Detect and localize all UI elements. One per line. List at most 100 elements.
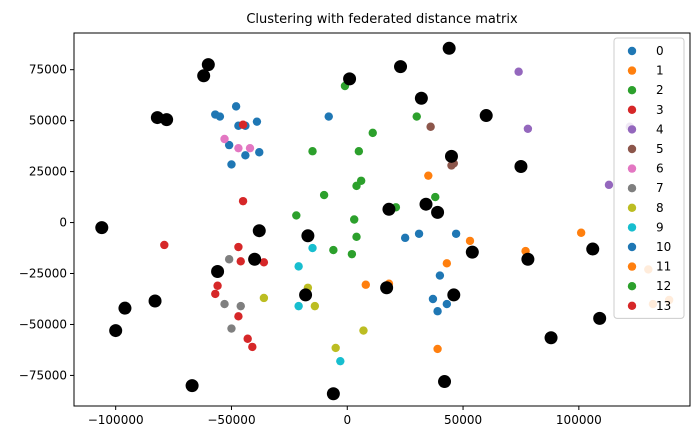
data-point-series-0 [231, 102, 241, 111]
axis-ticks: −100000 −50000 0 50000 100000 −75000 −50000 −25… [19, 63, 602, 427]
cluster-center-point [185, 379, 199, 393]
series-10 [400, 229, 461, 316]
series-7 [220, 255, 245, 333]
data-point-series-2 [368, 128, 377, 138]
legend-label: 5 [656, 142, 664, 156]
cluster-center-point [211, 264, 225, 278]
cluster-center-point [197, 69, 211, 83]
data-point-series-3 [236, 257, 245, 266]
chart-title: Clustering with federated distance matri… [246, 12, 518, 27]
data-point-series-9 [294, 262, 303, 271]
data-point-series-7 [236, 301, 245, 311]
cluster-center-point [419, 197, 433, 211]
data-point-series-1 [465, 236, 475, 246]
series-3 [160, 120, 269, 352]
cluster-center-point [160, 113, 174, 127]
data-point-series-4 [523, 124, 533, 133]
data-point-series-7 [227, 324, 236, 333]
x-tick-label: 0 [343, 413, 351, 427]
data-point-series-2 [329, 245, 338, 255]
legend-marker [627, 86, 637, 95]
cluster-center-point [343, 72, 357, 86]
legend-marker [627, 105, 637, 115]
legend-label: 3 [656, 103, 664, 117]
legend-marker [627, 66, 637, 75]
legend-label: 7 [656, 181, 664, 195]
data-point-series-8 [359, 326, 368, 335]
x-tick-label: −50000 [207, 413, 255, 427]
legend-label: 1 [656, 64, 664, 78]
cluster-center-point [593, 311, 607, 325]
data-point-series-3 [259, 258, 269, 267]
data-point-series-2 [308, 147, 317, 156]
data-point-series-3 [211, 289, 220, 299]
data-point-series-3 [160, 240, 169, 250]
data-point-series-10 [400, 233, 410, 243]
legend-label: 13 [656, 299, 671, 313]
data-point-series-2 [319, 190, 329, 200]
cluster-center-point [465, 245, 479, 259]
data-point-series-10 [442, 299, 452, 309]
cluster-center-point [380, 281, 394, 295]
data-point-series-10 [451, 229, 461, 238]
data-point-series-1 [442, 259, 452, 268]
legend-label: 8 [656, 201, 664, 215]
data-point-series-7 [220, 299, 229, 309]
cluster-center-point [414, 91, 428, 105]
data-point-series-0 [255, 148, 264, 157]
cluster-center-point [299, 288, 313, 302]
data-point-series-4 [604, 180, 614, 190]
data-point-series-2 [347, 249, 357, 259]
legend-marker [627, 144, 637, 154]
cluster-centers [95, 41, 607, 401]
data-point-series-3 [234, 242, 243, 252]
legend-marker [627, 282, 637, 291]
data-point-series-0 [324, 112, 333, 121]
legend-label: 12 [656, 279, 671, 293]
cluster-center-point [431, 205, 445, 219]
cluster-center-point [521, 252, 535, 266]
legend-marker [627, 301, 637, 310]
data-point-series-2 [292, 211, 301, 220]
y-tick-label: −25000 [19, 267, 67, 281]
cluster-center-point [301, 229, 315, 243]
legend-marker [627, 184, 637, 193]
legend-marker [627, 223, 637, 232]
data-point-series-6 [245, 143, 255, 153]
legend-marker [627, 203, 637, 212]
cluster-center-point [109, 324, 123, 338]
cluster-center-point [438, 375, 452, 389]
legend-box [613, 37, 685, 319]
legend-label: 2 [656, 83, 664, 97]
data-point-series-3 [238, 120, 248, 129]
data-point-series-8 [259, 293, 269, 303]
data-point-series-10 [435, 271, 445, 280]
data-point-series-1 [361, 280, 370, 289]
cluster-center-point [201, 58, 215, 72]
cluster-center-point [544, 331, 558, 345]
series-9 [294, 243, 345, 366]
cluster-center-point [326, 387, 340, 401]
data-point-series-10 [428, 294, 438, 304]
legend-label: 9 [656, 220, 664, 234]
data-point-series-1 [576, 228, 586, 237]
data-point-series-3 [243, 334, 252, 343]
data-point-series-9 [294, 301, 303, 311]
cluster-center-point [444, 149, 458, 163]
data-point-series-3 [248, 342, 257, 352]
data-point-series-9 [308, 243, 317, 253]
data-point-series-6 [234, 143, 243, 153]
data-point-series-5 [426, 122, 435, 131]
data-point-series-0 [241, 151, 250, 160]
x-tick-label: −100000 [88, 413, 144, 427]
cluster-center-point [382, 202, 396, 216]
data-point-series-0 [215, 112, 225, 121]
cluster-center-point [148, 294, 162, 308]
legend-label: 11 [656, 260, 671, 274]
y-tick-label: 25000 [29, 165, 67, 179]
cluster-center-point [394, 60, 408, 74]
data-point-series-9 [336, 356, 345, 366]
cluster-center-point [514, 160, 528, 174]
y-tick-label: 75000 [29, 63, 67, 77]
